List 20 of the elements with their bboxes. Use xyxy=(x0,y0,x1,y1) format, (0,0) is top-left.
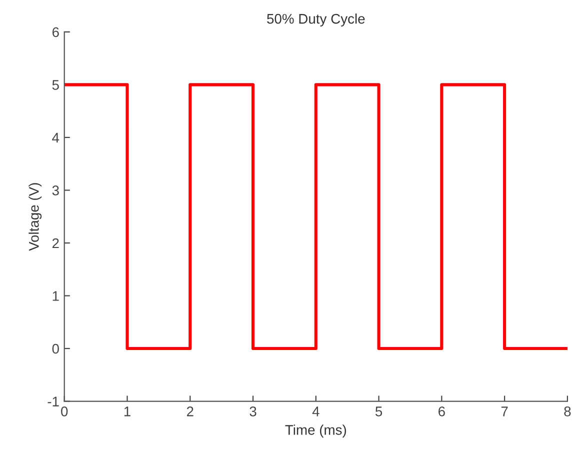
x-tick-label: 8 xyxy=(564,406,571,416)
x-tick-label: 1 xyxy=(124,406,130,416)
chart-title: 50% Duty Cycle xyxy=(267,14,365,26)
y-tick-label: 2 xyxy=(52,238,59,248)
y-tick-label: 0 xyxy=(52,344,59,354)
x-tick-label: 2 xyxy=(186,406,194,416)
x-tick-label: 3 xyxy=(250,406,256,416)
y-axis-title: Voltage (V) xyxy=(28,183,42,251)
x-tick-label: 0 xyxy=(61,406,68,416)
y-tick-label: 1 xyxy=(52,291,59,301)
x-axis-title: Time (ms) xyxy=(285,424,346,438)
x-tick-label: 6 xyxy=(438,406,445,416)
y-tick-label: -1 xyxy=(48,396,59,406)
y-tick-label: 4 xyxy=(52,132,60,142)
x-tick-label: 7 xyxy=(501,406,508,416)
y-tick-label: 3 xyxy=(52,186,59,196)
y-tick-label: 5 xyxy=(52,80,59,90)
y-tick-label: 6 xyxy=(52,27,59,38)
x-tick-label: 4 xyxy=(312,406,320,416)
x-tick-label: 5 xyxy=(375,406,382,416)
